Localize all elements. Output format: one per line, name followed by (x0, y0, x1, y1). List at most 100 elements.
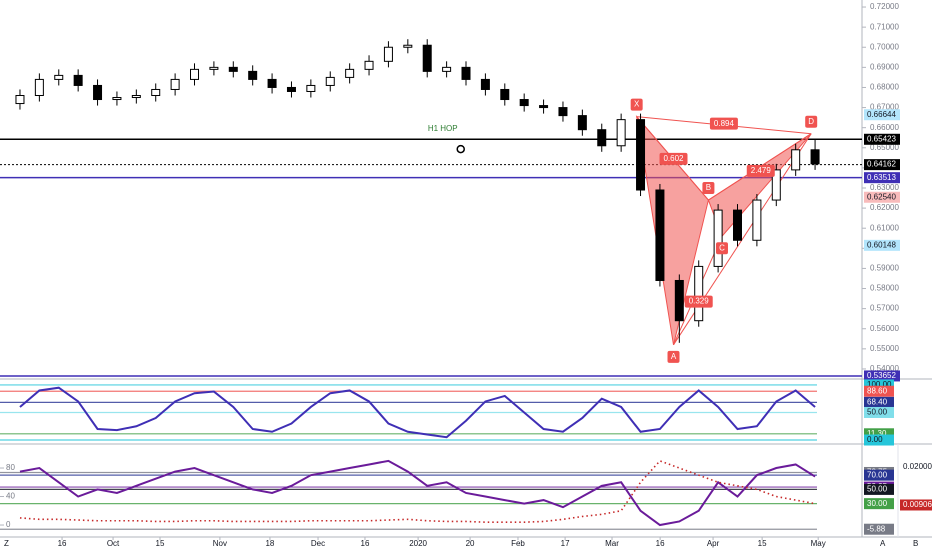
candle-body (674, 279, 684, 322)
candle-body (306, 84, 316, 92)
pattern-point-box (715, 242, 728, 255)
price-label-box (864, 109, 900, 121)
level-label: 68.40 (867, 397, 888, 406)
level-label-box (864, 498, 894, 510)
candle-body (480, 78, 490, 90)
level-label: 100.00 (867, 380, 892, 389)
candle-body (461, 66, 471, 80)
pattern-point-label: D (808, 117, 814, 126)
pattern-point-box (667, 350, 680, 363)
y-tick-label: 0.70000 (870, 42, 899, 51)
ratio-box (746, 164, 775, 177)
pattern-point-label: X (634, 100, 640, 109)
x-tick-label: Feb (511, 539, 525, 548)
x-tick-label: 16 (361, 539, 370, 548)
level-label: 50.00 (867, 408, 888, 417)
y-tick-label: 40 (6, 492, 15, 501)
candle-body (54, 74, 64, 80)
candle-body (286, 86, 296, 92)
ratio-label: 0.329 (689, 297, 710, 306)
level-label-box (864, 469, 894, 481)
level-label-box (864, 428, 894, 440)
ratio-label: 2.479 (751, 166, 772, 175)
indicator-line (19, 459, 816, 527)
candle-body (500, 88, 510, 101)
level-label: 70.00 (867, 470, 888, 479)
candle-body (228, 66, 238, 72)
level-label: 50.00 (867, 485, 888, 494)
candle-body (248, 70, 258, 80)
candle-body (383, 46, 393, 62)
level-label: 88.60 (867, 386, 888, 395)
candle-body (616, 119, 626, 147)
level-label-box (864, 406, 894, 418)
level-label-box (864, 523, 894, 535)
ratio-label: 0.894 (714, 119, 735, 128)
level-label-box (864, 434, 894, 446)
candle-body (597, 129, 607, 147)
candle-body (267, 78, 277, 88)
candle-body (732, 209, 742, 241)
level-label-box (864, 396, 894, 408)
candle-body (34, 78, 44, 97)
x-tick-label: May (811, 539, 826, 548)
y-tick-label: 0.57000 (870, 304, 899, 313)
pattern-point-label: C (719, 243, 725, 252)
x-tick-label: 2020 (409, 539, 427, 548)
pattern-point-label: B (706, 183, 711, 192)
y2-tick-label-box (900, 499, 932, 511)
price-label: 0.53652 (867, 371, 896, 380)
candle-body (73, 74, 83, 86)
candle-body (655, 189, 665, 281)
x-tick-label: 17 (561, 539, 570, 548)
y-tick-label: 0.71000 (870, 22, 899, 31)
candle-body (422, 44, 432, 72)
candle-body (15, 95, 25, 105)
candle-body (713, 209, 723, 267)
price-label-box (864, 159, 900, 171)
y-tick-label: 0.54000 (870, 364, 899, 373)
y-tick-label: 0.62000 (870, 203, 899, 212)
y-tick-label: 0.59000 (870, 264, 899, 273)
y-tick-label: 0.68000 (870, 83, 899, 92)
candle-body (752, 199, 762, 241)
candle-body (558, 107, 568, 117)
indicator-line (19, 459, 816, 523)
candle-body (403, 44, 413, 48)
x-tick-label: 15 (156, 539, 165, 548)
x-tick-label: 15 (758, 539, 767, 548)
candle-body (519, 99, 529, 107)
alarm-icon (456, 144, 465, 154)
candle-body (190, 68, 200, 80)
candle-body (325, 76, 335, 86)
y2-tick-label: 0.00906 (903, 500, 932, 509)
pattern-point-box (805, 115, 818, 128)
candle-body (112, 97, 122, 101)
indicator-line (19, 386, 816, 439)
candle-body (539, 105, 549, 109)
y-tick-label: 0.67000 (870, 103, 899, 112)
y2-tick-label: 0.02000 (903, 462, 932, 471)
price-label: 0.60148 (867, 240, 896, 249)
candle-body (810, 149, 820, 165)
ratio-box (659, 152, 688, 165)
level-label-box (864, 385, 894, 397)
price-label: 0.62540 (867, 192, 896, 201)
x-tick-label: 20 (466, 539, 475, 548)
price-label: 0.63513 (867, 173, 896, 182)
zoom-button[interactable]: Z (4, 539, 9, 548)
candle-body (771, 169, 781, 201)
log-button[interactable]: B (913, 539, 918, 548)
candle-body (209, 66, 219, 70)
x-tick-label: 16 (656, 539, 665, 548)
price-label: 0.65423 (867, 134, 896, 143)
y-tick-label: 0.65000 (870, 143, 899, 152)
ratio-box (684, 295, 713, 308)
level-label: 11.30 (867, 429, 887, 438)
auto-button[interactable]: A (880, 539, 886, 548)
candle-body (577, 115, 587, 131)
candle-body (791, 149, 801, 171)
price-label-box (864, 191, 900, 203)
price-label-box (864, 239, 900, 251)
price-label: 0.66644 (867, 110, 896, 119)
